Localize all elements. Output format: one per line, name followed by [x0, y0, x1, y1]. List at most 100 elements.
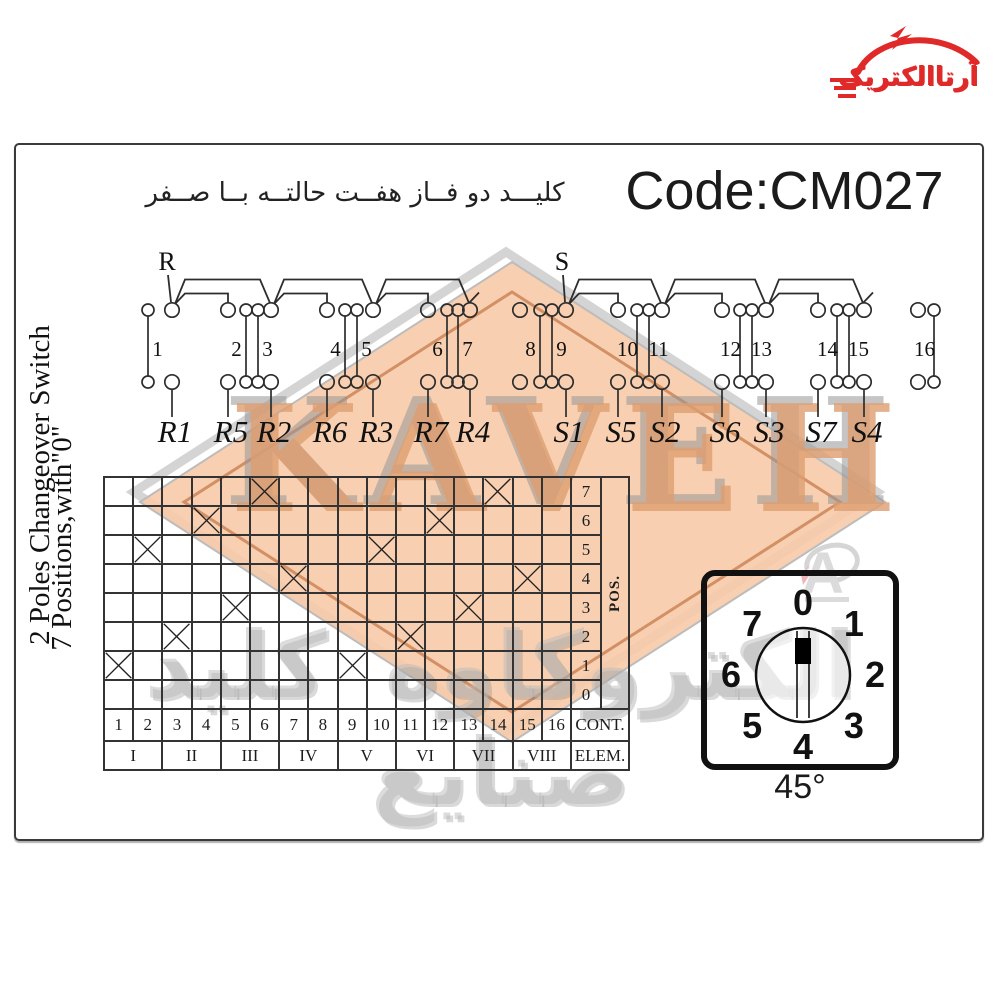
matrix-cell	[455, 478, 485, 507]
element-cell: V	[338, 742, 397, 771]
contact-number-cell: 4	[192, 710, 222, 742]
matrix-cell	[542, 594, 572, 623]
matrix-cell	[426, 594, 456, 623]
logo-text: آرتاالکتریک	[837, 62, 979, 92]
matrix-cell	[163, 681, 193, 710]
matrix-cell	[250, 594, 281, 623]
matrix-cell-closed	[163, 623, 193, 652]
matrix-cell	[338, 478, 368, 507]
matrix-cell-closed	[513, 565, 543, 594]
position-number-cell: 3	[572, 594, 602, 623]
matrix-cell-closed	[280, 565, 310, 594]
cont-header-cell: CONT.	[572, 710, 630, 742]
contact-number-cell: 13	[455, 710, 485, 742]
position-number-cell: 6	[572, 507, 602, 536]
matrix-cell	[396, 594, 427, 623]
matrix-cell	[221, 623, 251, 652]
contact-position-table: 7 POS. 6 5 4 3 2 1 0 1 2 3 4 5 6 7 8 9 10 11 12 13 14 15 16 CONT.…	[103, 476, 630, 771]
matrix-cell	[338, 507, 368, 536]
matrix-cell	[426, 536, 456, 565]
matrix-cell	[338, 536, 368, 565]
matrix-cell	[309, 507, 339, 536]
matrix-cell	[134, 507, 164, 536]
matrix-cell	[338, 681, 368, 710]
matrix-cell	[513, 507, 543, 536]
matrix-cell	[455, 623, 485, 652]
matrix-cell	[163, 536, 193, 565]
elem-header-cell: ELEM.	[572, 742, 630, 771]
matrix-cell-closed	[426, 507, 456, 536]
matrix-cell	[426, 681, 456, 710]
matrix-cell	[367, 623, 397, 652]
matrix-cell	[338, 565, 368, 594]
matrix-cell	[192, 565, 222, 594]
knob-position-number: 6	[721, 654, 741, 695]
matrix-cell	[105, 623, 135, 652]
matrix-cell	[250, 681, 281, 710]
matrix-cell	[455, 652, 485, 681]
matrix-cell	[309, 623, 339, 652]
matrix-cell	[396, 536, 427, 565]
matrix-cell	[484, 681, 514, 710]
matrix-cell	[309, 478, 339, 507]
matrix-cell	[309, 536, 339, 565]
element-cell: VI	[396, 742, 456, 771]
knob-handle	[795, 638, 811, 664]
matrix-cell	[221, 681, 251, 710]
contact-number-cell: 10	[367, 710, 397, 742]
matrix-cell	[396, 652, 427, 681]
matrix-cell	[221, 536, 251, 565]
contact-number-cell: 16	[542, 710, 572, 742]
switching-angle-label: 45°	[774, 768, 826, 806]
matrix-cell	[134, 594, 164, 623]
matrix-cell-closed	[367, 536, 397, 565]
matrix-cell-closed	[105, 652, 135, 681]
matrix-cell-closed	[192, 507, 222, 536]
matrix-cell	[426, 623, 456, 652]
matrix-cell	[221, 507, 251, 536]
matrix-cell	[513, 652, 543, 681]
matrix-cell-closed	[250, 478, 281, 507]
position-number-cell: 5	[572, 536, 602, 565]
persian-title: کلیـــد دو فــاز هفــت حالتــه بــا صــف…	[145, 178, 565, 208]
position-number-cell: 7	[572, 478, 602, 507]
matrix-cell	[455, 681, 485, 710]
contact-number-cell: 6	[250, 710, 281, 742]
matrix-cell	[105, 478, 135, 507]
contact-number-cell: 3	[163, 710, 193, 742]
matrix-cell	[250, 565, 281, 594]
element-cell: IV	[280, 742, 339, 771]
matrix-cell	[338, 623, 368, 652]
element-cell: VIII	[513, 742, 572, 771]
matrix-cell	[192, 478, 222, 507]
matrix-cell	[367, 478, 397, 507]
element-cell: VII	[455, 742, 514, 771]
matrix-cell	[513, 536, 543, 565]
matrix-cell	[455, 536, 485, 565]
matrix-cell	[396, 565, 427, 594]
contact-number-cell: 8	[309, 710, 339, 742]
element-cell: III	[221, 742, 281, 771]
matrix-cell	[105, 536, 135, 565]
matrix-cell	[163, 652, 193, 681]
matrix-cell	[163, 565, 193, 594]
contact-number-cell: 7	[280, 710, 310, 742]
matrix-cell	[484, 536, 514, 565]
knob-position-number: 2	[865, 654, 885, 695]
matrix-cell	[484, 565, 514, 594]
position-number-cell: 4	[572, 565, 602, 594]
matrix-cell	[134, 478, 164, 507]
matrix-cell	[513, 478, 543, 507]
matrix-cell	[426, 652, 456, 681]
pos-axis-cell: POS.	[602, 478, 630, 710]
position-number-cell: 0	[572, 681, 602, 710]
matrix-cell	[105, 507, 135, 536]
matrix-cell	[105, 594, 135, 623]
pos-axis-label: POS.	[606, 574, 623, 612]
matrix-cell	[542, 536, 572, 565]
matrix-cell	[309, 652, 339, 681]
contact-number-cell: 1	[105, 710, 135, 742]
matrix-cell	[367, 565, 397, 594]
